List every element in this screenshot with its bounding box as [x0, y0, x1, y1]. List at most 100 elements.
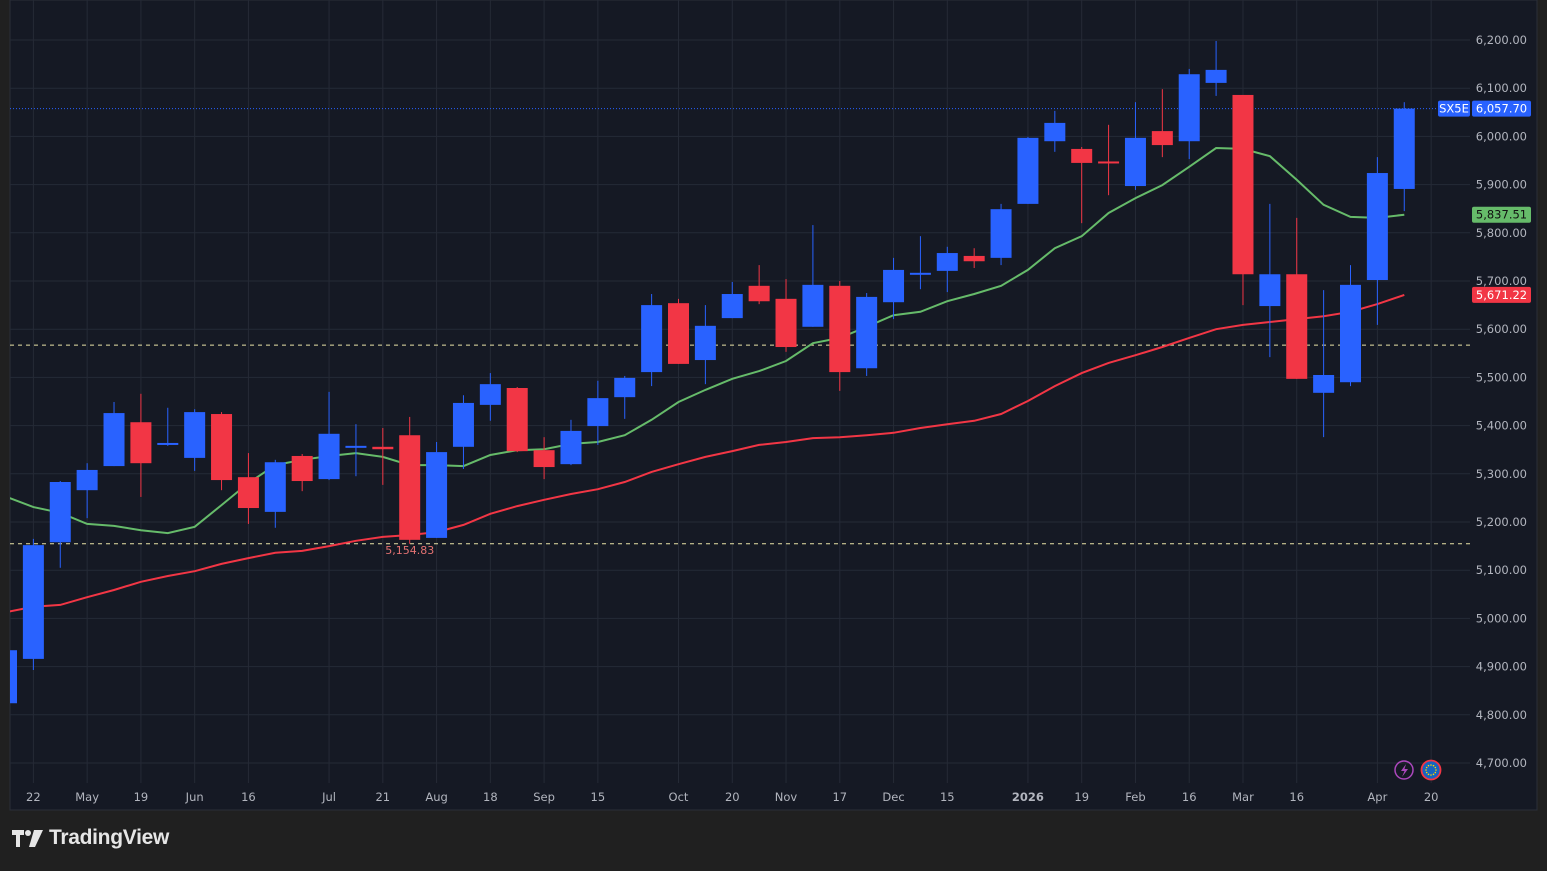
candle[interactable]	[936, 246, 958, 293]
candle[interactable]	[1205, 40, 1227, 96]
candle[interactable]	[1017, 136, 1039, 204]
candle-body	[10, 650, 17, 704]
price-axis-label: 5,900.00	[1476, 178, 1527, 192]
candle[interactable]	[802, 225, 824, 327]
time-axis-label: 17	[832, 790, 847, 804]
candle-body	[291, 455, 313, 482]
candle[interactable]	[1232, 94, 1254, 306]
candle-body	[49, 481, 71, 543]
candle[interactable]	[1366, 157, 1388, 325]
candle[interactable]	[990, 203, 1012, 266]
candle-body	[103, 413, 125, 467]
price-axis-label: 5,000.00	[1476, 611, 1527, 625]
candle[interactable]	[1393, 102, 1415, 212]
candle[interactable]	[533, 437, 555, 480]
candle[interactable]	[76, 463, 98, 519]
candle[interactable]	[130, 393, 152, 497]
time-axis-label: 16	[1182, 790, 1197, 804]
price-axis-label: 5,500.00	[1476, 370, 1527, 384]
symbol-label-text: SX5E	[1439, 102, 1469, 116]
candle[interactable]	[641, 294, 663, 387]
candle[interactable]	[909, 236, 931, 290]
lightning-icon[interactable]	[1394, 760, 1414, 780]
candle[interactable]	[963, 248, 985, 268]
eu-flag-star	[1434, 771, 1437, 774]
candle[interactable]	[184, 409, 206, 471]
candle[interactable]	[426, 441, 448, 538]
candle[interactable]	[587, 380, 609, 445]
candle-body	[130, 422, 152, 464]
eu-flag-icon[interactable]	[1420, 759, 1442, 781]
lightning-icon-glyph	[1401, 764, 1408, 777]
candle[interactable]	[1071, 147, 1093, 224]
candle-body	[614, 377, 636, 398]
candle[interactable]	[1340, 265, 1361, 387]
candle[interactable]	[506, 387, 528, 453]
candle[interactable]	[237, 453, 259, 524]
candle[interactable]	[829, 281, 851, 391]
ma-fast-value-label-bg	[1472, 206, 1531, 223]
candle[interactable]	[856, 293, 878, 376]
candle[interactable]	[1124, 102, 1146, 190]
candle[interactable]	[1151, 89, 1173, 158]
candle[interactable]	[775, 279, 797, 352]
candle[interactable]	[694, 305, 716, 385]
price-axis-label: 6,200.00	[1476, 33, 1527, 47]
candle[interactable]	[211, 412, 233, 491]
candle[interactable]	[1098, 124, 1120, 196]
candle[interactable]	[318, 391, 340, 481]
candle[interactable]	[264, 459, 286, 528]
candle[interactable]	[0, 650, 17, 704]
candle[interactable]	[614, 375, 636, 419]
candle[interactable]	[157, 407, 179, 446]
ma-slow-line[interactable]	[7, 293, 1405, 613]
candle[interactable]	[560, 419, 582, 466]
tradingview-wordmark: TradingView	[49, 826, 170, 849]
candle[interactable]	[1259, 203, 1281, 358]
candle-body	[829, 285, 851, 373]
time-axis-label: 15	[591, 790, 606, 804]
candle-body	[963, 255, 985, 262]
candle[interactable]	[748, 265, 770, 305]
candle[interactable]	[399, 416, 421, 544]
plot-pane[interactable]	[0, 0, 1537, 783]
time-axis-label: Dec	[882, 790, 904, 804]
candle-body	[748, 285, 770, 302]
time-axis-label: 2026	[1012, 790, 1044, 804]
tradingview-logo[interactable]: TradingView	[12, 826, 169, 850]
candle[interactable]	[103, 401, 125, 467]
candle-body	[909, 272, 931, 275]
candle[interactable]	[291, 454, 313, 492]
candle[interactable]	[372, 428, 394, 485]
candle-body	[560, 430, 582, 465]
candle-body	[1205, 69, 1227, 83]
candle-body	[372, 446, 394, 450]
candle[interactable]	[345, 424, 367, 477]
candle-body	[1151, 131, 1173, 146]
candle-body	[184, 412, 206, 458]
candle[interactable]	[1044, 110, 1066, 152]
eu-flag-star	[1427, 773, 1430, 776]
time-axis-label: 16	[241, 790, 256, 804]
candle[interactable]	[883, 257, 905, 320]
candle[interactable]	[1286, 217, 1308, 379]
candle-body	[1124, 137, 1146, 187]
candle[interactable]	[22, 538, 44, 670]
eu-flag-star	[1430, 774, 1432, 776]
candle[interactable]	[1313, 290, 1335, 438]
candle-body	[1098, 161, 1120, 164]
candle[interactable]	[452, 395, 474, 469]
candle-body	[452, 402, 474, 447]
candle[interactable]	[668, 298, 689, 364]
candle[interactable]	[479, 373, 501, 421]
candle[interactable]	[1178, 68, 1200, 160]
price-axis-label: 4,700.00	[1476, 756, 1527, 770]
candle-body	[936, 253, 958, 271]
candle[interactable]	[721, 281, 743, 319]
candle-body	[264, 462, 286, 512]
candle-body	[641, 305, 663, 373]
price-axis-label: 6,100.00	[1476, 81, 1527, 95]
time-axis-label: 16	[1289, 790, 1304, 804]
candle[interactable]	[49, 481, 71, 568]
